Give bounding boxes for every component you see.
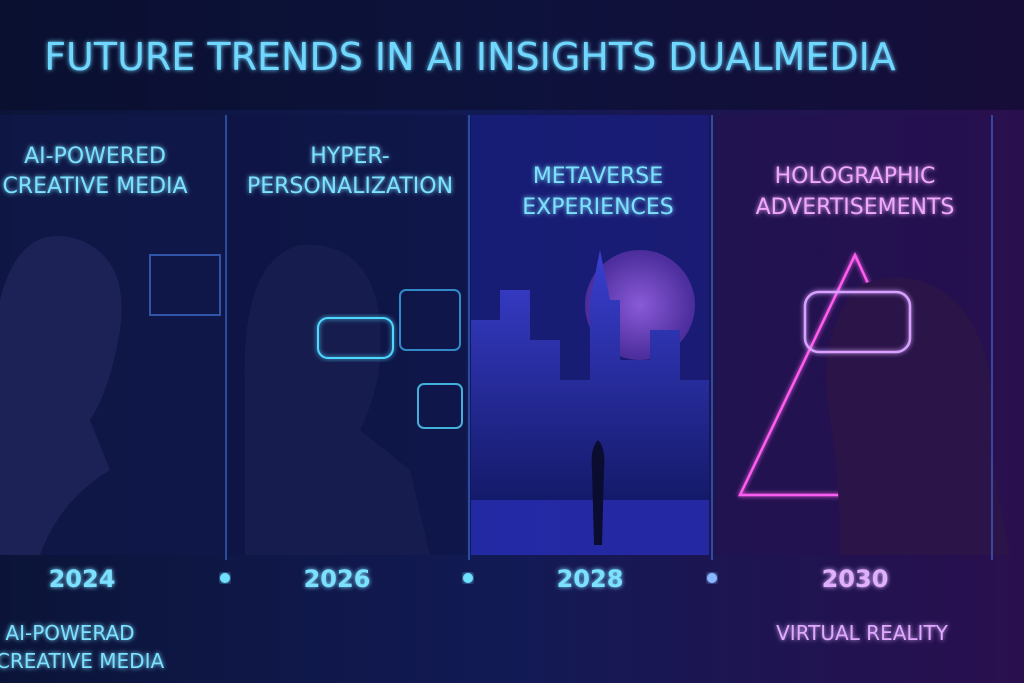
title: FUTURE TRENDS IN AI INSIGHTS DUALMEDIA — [44, 35, 896, 79]
panel-heading: AI-POWERED — [24, 144, 166, 169]
footer-label: AI-POWERAD — [5, 621, 134, 645]
footer: AI-POWERAD CREATIVE MEDIA VIRTUAL REALIT… — [0, 621, 949, 673]
panel-heading: EXPERIENCES — [522, 195, 674, 220]
panel-heading: METAVERSE — [533, 164, 663, 189]
panel-heading: CREATIVE MEDIA — [2, 174, 187, 199]
panel-heading: ADVERTISEMENTS — [756, 195, 955, 220]
panel-heading: PERSONALIZATION — [247, 174, 453, 199]
year: 2026 — [304, 565, 371, 593]
year: 2030 — [822, 565, 889, 593]
headings: AI-POWERED CREATIVE MEDIA HYPER- PERSONA… — [2, 144, 954, 220]
years: 2024 2026 2028 2030 — [49, 565, 889, 593]
timeline — [0, 573, 1024, 583]
year: 2028 — [557, 565, 624, 593]
footer-label: CREATIVE MEDIA — [0, 649, 164, 673]
panel-heading: HYPER- — [310, 144, 389, 169]
panel-art — [0, 115, 1010, 556]
panel-dividers — [225, 115, 993, 560]
panel-heading: HOLOGRAPHIC — [775, 164, 936, 189]
footer-label: VIRTUAL REALITY — [776, 621, 949, 645]
header-band — [0, 0, 1024, 110]
year: 2024 — [49, 565, 116, 593]
